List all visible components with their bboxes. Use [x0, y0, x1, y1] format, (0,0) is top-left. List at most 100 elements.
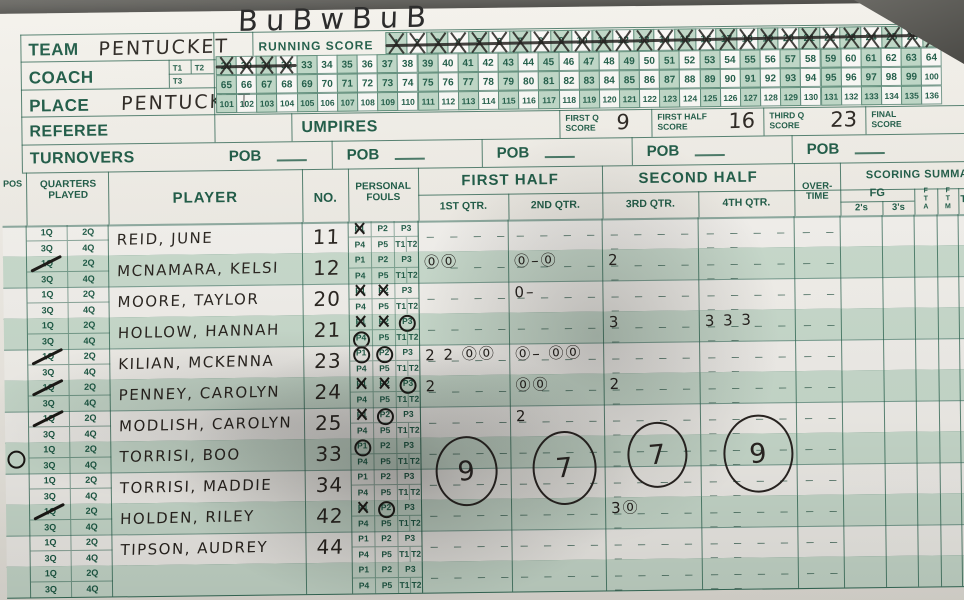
quarter-box-4q: 4Q [83, 366, 96, 377]
fouls-cell: P1 P2 P3 P4 P5 T1 T2 [352, 530, 423, 563]
handwritten-score-q2: ⓪–⓪ [513, 251, 558, 271]
running-score-number: 59 [819, 48, 842, 68]
turnovers-label: TURNOVERS [29, 149, 135, 168]
summary-twos-cell [842, 339, 885, 371]
foul-box-p5: P5 [372, 298, 396, 315]
quarter-box-4q: 4Q [86, 583, 99, 594]
pob-blank-line [394, 157, 425, 161]
running-score-number: 98 [880, 66, 903, 87]
fouls-cell: P1 P2 P3 P4 P5 T1 T2 [348, 251, 420, 284]
running-score-number: 34 [316, 54, 338, 74]
score-box-label: FINAL SCORE [871, 108, 902, 130]
score-box: FINALSCORE32 [865, 104, 964, 135]
running-score-number: 33 [296, 54, 318, 75]
foul-box-p3: P3 [397, 468, 422, 485]
printed-dashes: – – – – [520, 568, 600, 584]
running-score-number: 135 [901, 85, 923, 105]
running-score-number: 86 [638, 69, 661, 90]
running-score-number: 107 [336, 92, 359, 112]
foul-x-mark [373, 314, 395, 329]
foul-box-t1: T1 [396, 391, 409, 408]
running-score-number: 125 [699, 88, 721, 108]
foul-x-mark [349, 221, 371, 236]
running-score-number: 67 [256, 74, 278, 94]
quarter-box-3q: 3Q [29, 426, 71, 443]
running-score-number: 87 [659, 69, 681, 89]
scoring-summary-header: SCORING SUMMARY [865, 167, 964, 182]
running-score-number: 39 [417, 53, 439, 73]
foul-box-p1: P1 [352, 531, 376, 548]
quarter-box-4q: 4Q [84, 428, 97, 439]
running-score-number: 88 [679, 69, 701, 89]
timeout-t2: T2 [194, 63, 205, 73]
printed-dashes: – – [806, 565, 839, 581]
foul-box-t1: T1 [395, 298, 408, 315]
foul-box-p2: P2 [371, 221, 395, 237]
foul-box-t2: T2 [409, 422, 422, 438]
summary-threes-cell [885, 431, 918, 464]
pos-cell [5, 442, 30, 474]
running-score-number: 50 [638, 50, 661, 71]
summary-twos-cell [844, 556, 888, 588]
foul-box-t1: T1 [397, 422, 410, 439]
summary-fta-cell [917, 493, 942, 525]
running-score-number: 68 [276, 74, 298, 94]
jersey-number: 12 [312, 255, 341, 281]
running-score-number: 80 [517, 71, 540, 91]
running-score-number: 91 [739, 68, 761, 88]
foul-x-mark [350, 376, 372, 391]
foul-box-t2: T2 [407, 267, 420, 283]
quarter-box-2q: 2Q [69, 379, 111, 396]
quarter-box-3q: 3Q [27, 271, 69, 288]
printed-dashes: – – – – [426, 228, 506, 244]
printed-dashes: – – – – [427, 290, 507, 306]
pos-cell [4, 380, 29, 412]
quarter-box-2q: 2Q [68, 317, 110, 334]
running-score-number: 128 [760, 87, 782, 107]
summary-fta-cell [916, 369, 940, 401]
jersey-number-cell: 44 [306, 531, 353, 564]
running-score-number: 115 [498, 90, 520, 110]
running-score-number: 35 [336, 54, 358, 74]
running-score-number: 38 [396, 53, 419, 73]
fouls-cell: P1 P2 P3 P4 P5 T1 T2 [348, 220, 419, 253]
handwritten-score-q3: 3 [608, 312, 621, 332]
player-name-cell [112, 563, 308, 597]
foul-box-p3: P3 [398, 561, 423, 578]
summary-threes-cell [882, 245, 916, 278]
quarter-box-2q: 2Q [70, 503, 113, 520]
foul-box-p3: P3 [395, 282, 420, 299]
foul-box-p1: P1 [352, 562, 376, 579]
foul-box-p5: P5 [371, 236, 395, 253]
running-score-number: 123 [659, 88, 681, 108]
jersey-number-cell: 12 [302, 252, 350, 285]
running-score-number: 47 [578, 51, 600, 71]
foul-x-mark [351, 407, 373, 422]
q2-header: 2ND QTR. [530, 198, 580, 212]
summary-fta-cell [918, 555, 943, 587]
foul-box-p4: P4 [350, 360, 374, 377]
summary-tp-cell [959, 306, 964, 339]
quarter-crossed-mark [31, 378, 64, 397]
quarter-box-4q: 4Q [86, 552, 99, 563]
pos-cell [3, 287, 28, 319]
foul-x-mark [350, 314, 372, 329]
referee-label: REFEREE [29, 122, 109, 141]
quarter-box-2q: 2Q [69, 348, 111, 365]
running-score-number: 74 [397, 72, 419, 92]
twos-header: 2's [854, 202, 868, 214]
summary-fta-cell [917, 431, 941, 463]
printed-dashes: – – – – [430, 569, 510, 585]
jersey-number: 24 [314, 379, 343, 405]
running-score-number: 75 [417, 72, 439, 92]
running-score-number: 42 [477, 52, 499, 72]
running-score-number: 76 [437, 72, 459, 92]
running-score-number: 92 [759, 68, 782, 88]
table-header: POS QUARTERS PLAYED PLAYER NO. PERSONAL FO… [0, 1, 964, 228]
running-score-number: 70 [316, 73, 338, 93]
jersey-number-cell: 20 [303, 283, 350, 316]
running-score-number: 69 [296, 73, 318, 94]
foul-box-p2: P2 [375, 561, 399, 578]
foul-box-t2: T2 [410, 515, 423, 531]
